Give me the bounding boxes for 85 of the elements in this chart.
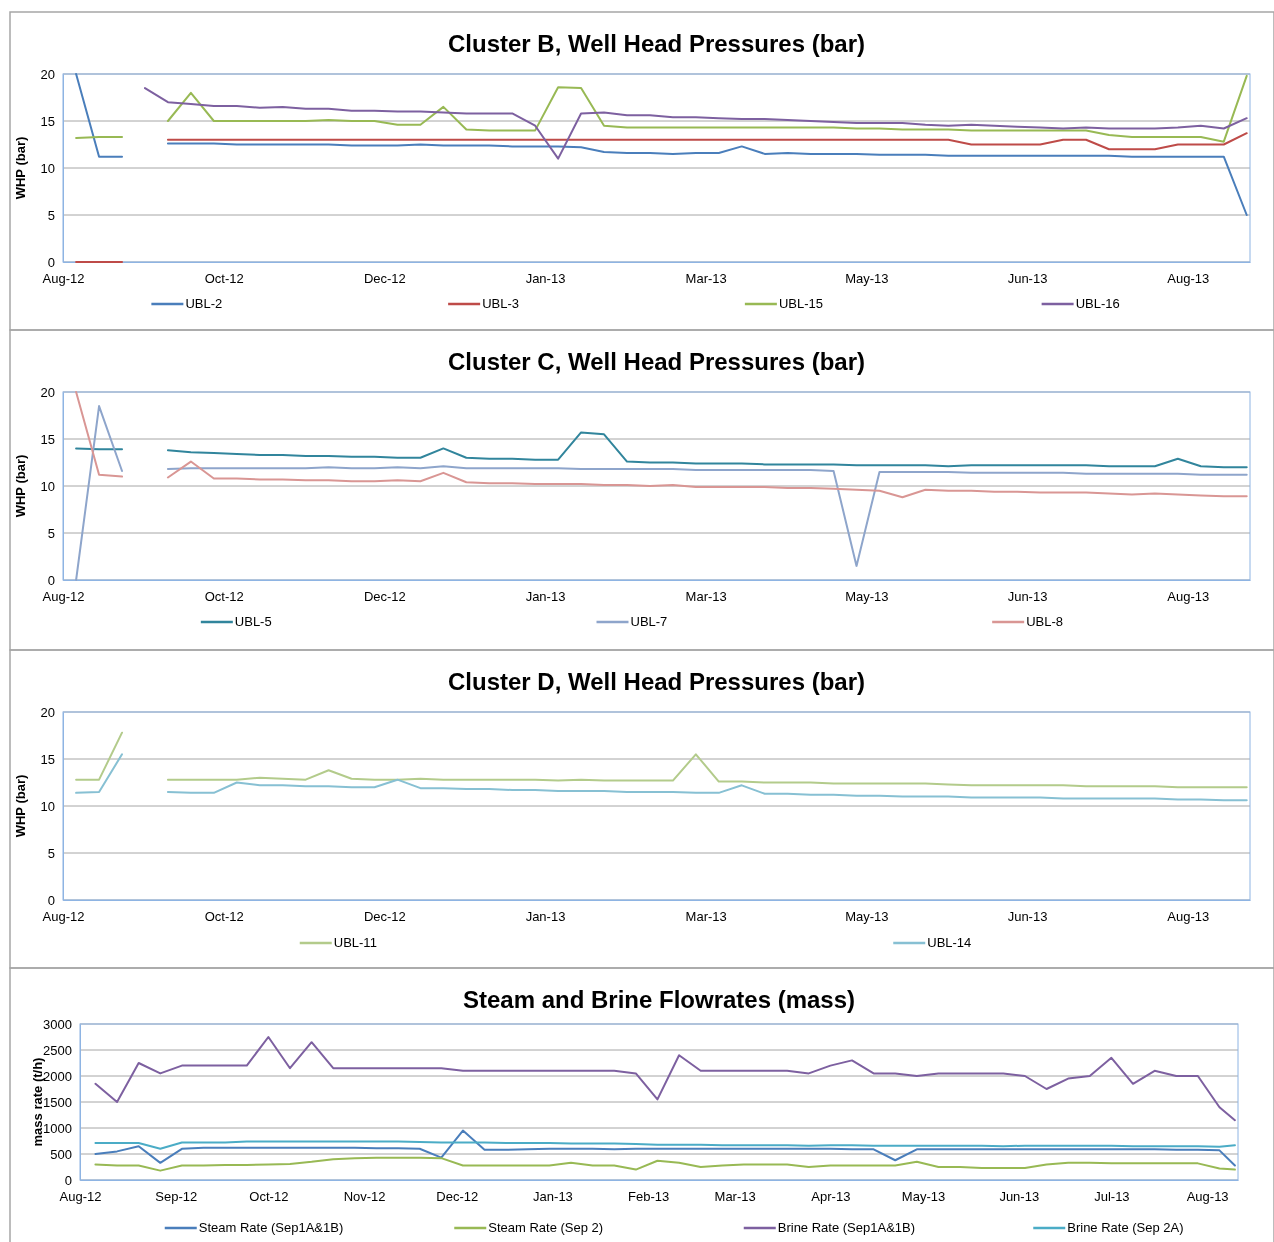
x-tick-label: Oct-12 [204,589,244,605]
x-tick-label: Aug-12 [42,589,85,605]
x-tick-label: Jun-13 [1007,589,1048,605]
x-tick-label: Jun-13 [999,1189,1040,1205]
x-tick-label: Jun-13 [1007,909,1048,925]
x-tick-label: Aug-12 [42,909,85,925]
y-tick-label: 2500 [43,1042,72,1058]
legend-label: UBL-5 [234,614,272,629]
x-tick-label: Aug-13 [1167,589,1210,605]
x-tick-label: Mar-13 [685,271,727,287]
x-tick-label: Aug-12 [42,271,85,287]
legend-label: Brine Rate (Sep1A&1B) [777,1220,916,1235]
x-tick-label: Jul-13 [1094,1189,1130,1205]
y-tick-label: 1500 [43,1094,72,1110]
x-tick-label: Dec-12 [363,271,406,287]
x-tick-label: May-13 [845,271,889,287]
y-tick-label: 20 [40,384,55,400]
x-tick-label: Dec-12 [363,909,406,925]
legend-label: UBL-7 [630,614,668,629]
y-tick-label: 5 [47,845,55,861]
x-tick-label: Oct-12 [204,909,244,925]
line-series [143,87,1248,160]
x-tick-label: Apr-13 [811,1189,851,1205]
y-tick-label: 0 [64,1172,72,1188]
x-tick-label: Jan-13 [525,909,566,925]
x-tick-label: Jan-13 [525,271,566,287]
x-tick-label: Mar-13 [714,1189,756,1205]
y-axis-title: WHP (bar) [13,136,28,200]
legend-label: Steam Rate (Sep1A&1B) [198,1220,344,1235]
x-tick-label: Aug-13 [1167,909,1210,925]
legend-label: UBL-16 [1075,296,1120,311]
x-tick-label: Aug-12 [59,1189,102,1205]
y-tick-label: 3000 [43,1016,72,1032]
legend-label: UBL-11 [333,935,377,950]
legend-label: UBL-14 [927,935,972,950]
x-tick-label: Dec-12 [436,1189,479,1205]
x-tick-label: May-13 [901,1189,946,1205]
legend-label: UBL-2 [185,296,223,311]
line-series [94,1156,1236,1172]
y-tick-label: 0 [47,254,55,270]
y-axis-title: WHP (bar) [13,454,28,518]
chart-title: Cluster B, Well Head Pressures (bar) [447,30,866,57]
y-tick-label: 5 [47,525,55,541]
y-tick-label: 1000 [43,1120,72,1136]
x-tick-label: Aug-13 [1167,271,1210,287]
y-tick-label: 10 [40,478,55,494]
y-tick-label: 10 [40,160,55,176]
line-series [94,1140,1236,1150]
x-tick-label: May-13 [845,589,889,605]
y-tick-label: 500 [50,1146,72,1162]
x-tick-label: Dec-12 [363,589,406,605]
chart-title: Cluster D, Well Head Pressures (bar) [447,668,866,695]
y-tick-label: 15 [40,431,55,447]
y-tick-label: 15 [40,113,55,129]
y-axis-title: mass rate (t/h) [30,1057,45,1147]
x-tick-label: Aug-13 [1186,1189,1229,1205]
y-tick-label: 10 [40,798,55,814]
x-tick-label: Oct-12 [249,1189,289,1205]
y-tick-label: 0 [47,892,55,908]
x-tick-label: Nov-12 [343,1189,386,1205]
x-tick-label: Mar-13 [685,909,727,925]
legend-label: Brine Rate (Sep 2A) [1067,1220,1184,1235]
line-series [94,1129,1236,1167]
chart-title: Steam and Brine Flowrates (mass) [462,986,856,1013]
x-tick-label: Oct-12 [204,271,244,287]
chart-title: Cluster C, Well Head Pressures (bar) [447,348,866,375]
x-tick-label: Jan-13 [533,1189,573,1205]
y-tick-label: 2000 [43,1068,72,1084]
x-tick-label: Sep-12 [155,1189,198,1205]
y-tick-label: 20 [40,66,55,82]
legend-label: UBL-3 [482,296,519,311]
x-tick-label: Jan-13 [525,589,566,605]
legend-label: UBL-15 [778,296,823,311]
y-tick-label: 20 [40,704,55,720]
y-tick-label: 5 [47,207,55,223]
y-tick-label: 0 [47,572,55,588]
line-series [94,1036,1236,1122]
legend-label: UBL-8 [1026,614,1064,629]
legend-label: Steam Rate (Sep 2) [488,1220,604,1235]
y-axis-title: WHP (bar) [13,774,28,838]
x-tick-label: May-13 [845,909,889,925]
y-tick-label: 15 [40,751,55,767]
x-tick-label: Jun-13 [1007,271,1048,287]
x-tick-label: Feb-13 [628,1189,670,1205]
x-tick-label: Mar-13 [685,589,727,605]
